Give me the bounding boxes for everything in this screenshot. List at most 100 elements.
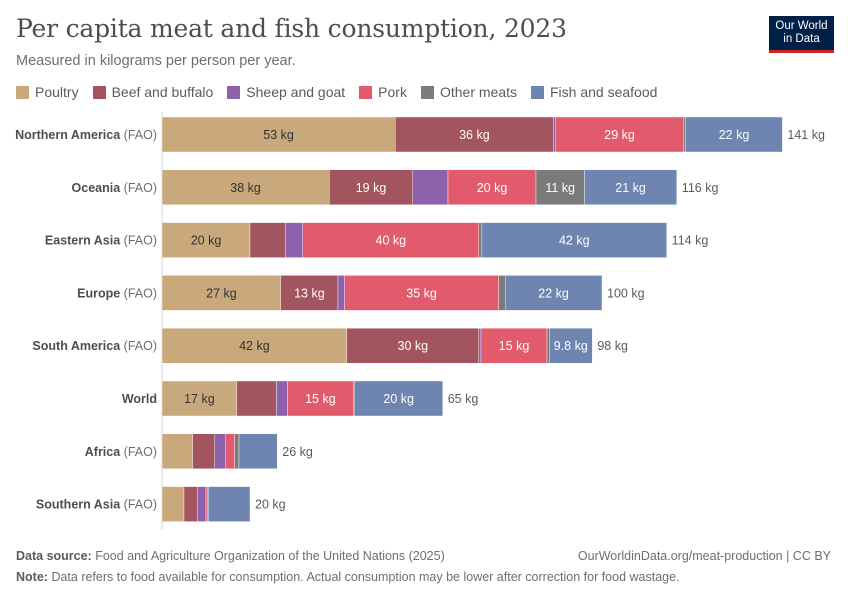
data-label-pork-south-america: 15 kg (499, 339, 530, 353)
data-label-poultry-northern-america: 53 kg (263, 128, 294, 142)
data-label-pork-world: 15 kg (305, 392, 336, 406)
logo-line-1: Our World (775, 20, 828, 32)
bar-sheep-and-goat-northern-america[interactable] (553, 116, 556, 153)
chart-subtitle: Measured in kilograms per person per yea… (16, 53, 296, 69)
bar-sheep-and-goat-oceania[interactable] (412, 169, 449, 206)
bar-pork-europe[interactable] (344, 275, 499, 311)
total-label-oceania: 116 kg (682, 181, 719, 195)
bar-pork-oceania[interactable] (447, 169, 537, 206)
bar-fish-and-seafood-oceania[interactable] (584, 169, 678, 206)
bar-poultry-world[interactable] (161, 380, 238, 417)
data-label-other-meats-oceania: 11 kg (545, 181, 575, 195)
chart-title: Per capita meat and fish consumption, 20… (16, 14, 567, 43)
note-text: Data refers to food available for consum… (51, 570, 680, 584)
legend-swatch (227, 85, 241, 99)
bar-sheep-and-goat-south-america[interactable] (478, 328, 482, 364)
data-label-fish-and-seafood-eastern-asia: 42 kg (559, 234, 590, 248)
bar-other-meats-africa[interactable] (234, 433, 240, 469)
data-label-pork-eastern-asia: 40 kg (376, 234, 407, 248)
bar-poultry-eastern-asia[interactable] (161, 222, 251, 258)
bar-beef-and-buffalo-oceania[interactable] (329, 169, 414, 206)
bar-pork-south-america[interactable] (480, 328, 548, 364)
bar-poultry-oceania[interactable] (161, 169, 330, 206)
category-label-southern-asia: Southern Asia (FAO) (36, 498, 157, 512)
legend-item-pork[interactable]: Pork (359, 84, 407, 100)
legend-item-other-meats[interactable]: Other meats (420, 84, 517, 100)
data-label-fish-and-seafood-oceania: 21 kg (615, 181, 646, 195)
bar-other-meats-south-america[interactable] (546, 328, 550, 364)
legend-item-fish-and-seafood[interactable]: Fish and seafood (531, 84, 657, 100)
bar-pork-eastern-asia[interactable] (302, 222, 479, 258)
bar-poultry-africa[interactable] (161, 433, 193, 469)
bar-pork-africa[interactable] (225, 433, 235, 469)
bar-poultry-northern-america[interactable] (161, 116, 396, 153)
data-label-beef-and-buffalo-south-america: 30 kg (398, 339, 429, 353)
bar-fish-and-seafood-northern-america[interactable] (685, 116, 783, 153)
total-label-eastern-asia: 114 kg (672, 234, 709, 248)
total-label-africa: 26 kg (282, 445, 313, 459)
data-label-fish-and-seafood-northern-america: 22 kg (719, 128, 750, 142)
bar-pork-world[interactable] (287, 380, 354, 417)
data-label-poultry-world: 17 kg (184, 392, 215, 406)
bar-other-meats-northern-america[interactable] (683, 116, 686, 153)
bar-pork-northern-america[interactable] (555, 116, 684, 153)
legend-swatch (531, 85, 544, 99)
legend-swatch (92, 85, 106, 99)
bar-fish-and-seafood-south-america[interactable] (549, 328, 593, 364)
legend-swatch (420, 85, 434, 99)
data-label-poultry-europe: 27 kg (206, 286, 237, 300)
category-label-europe: Europe (FAO) (77, 286, 157, 300)
total-label-southern-asia: 20 kg (255, 498, 286, 512)
owid-logo[interactable]: Our World in Data (769, 16, 834, 53)
data-label-beef-and-buffalo-oceania: 19 kg (356, 181, 387, 195)
legend-item-sheep-and-goat[interactable]: Sheep and goat (227, 84, 345, 100)
legend-swatch (359, 85, 373, 99)
data-label-pork-northern-america: 29 kg (604, 128, 635, 142)
bar-beef-and-buffalo-africa[interactable] (192, 433, 216, 469)
total-label-northern-america: 141 kg (787, 128, 825, 142)
legend-label: Beef and buffalo (111, 84, 214, 100)
note-label: Note: (16, 570, 48, 584)
legend-label: Sheep and goat (246, 84, 346, 100)
bar-sheep-and-goat-southern-asia[interactable] (196, 486, 207, 522)
bar-sheep-and-goat-eastern-asia[interactable] (285, 222, 304, 258)
bar-fish-and-seafood-southern-asia[interactable] (207, 486, 251, 522)
bar-other-meats-oceania[interactable] (535, 169, 585, 206)
bar-poultry-south-america[interactable] (161, 328, 348, 364)
data-label-pork-europe: 35 kg (406, 286, 437, 300)
note-line: Note: Data refers to food available for … (16, 570, 680, 584)
logo-line-2: in Data (783, 33, 820, 45)
bar-beef-and-buffalo-northern-america[interactable] (395, 116, 554, 153)
bar-beef-and-buffalo-world[interactable] (236, 380, 277, 417)
legend-item-beef-and-buffalo[interactable]: Beef and buffalo (92, 84, 214, 100)
legend-swatch (16, 85, 29, 99)
bar-beef-and-buffalo-southern-asia[interactable] (183, 486, 198, 522)
legend: Poultry Beef and buffalo Sheep and goat Por… (16, 84, 657, 100)
data-label-beef-and-buffalo-northern-america: 36 kg (459, 128, 490, 142)
data-label-beef-and-buffalo-europe: 13 kg (294, 286, 325, 300)
data-label-pork-oceania: 20 kg (477, 181, 508, 195)
bar-fish-and-seafood-world[interactable] (354, 380, 443, 417)
bar-sheep-and-goat-africa[interactable] (214, 433, 227, 469)
bar-other-meats-europe[interactable] (498, 275, 506, 311)
source-link[interactable]: OurWorldinData.org/meat-production | CC … (577, 549, 831, 563)
category-label-africa: Africa (FAO) (85, 445, 157, 459)
bar-fish-and-seafood-europe[interactable] (505, 275, 603, 311)
category-label-northern-america: Northern America (FAO) (15, 128, 157, 142)
legend-item-poultry[interactable]: Poultry (16, 84, 79, 100)
bar-other-meats-eastern-asia[interactable] (478, 222, 483, 258)
bar-beef-and-buffalo-eastern-asia[interactable] (249, 222, 286, 258)
bar-poultry-europe[interactable] (161, 275, 282, 311)
bar-poultry-southern-asia[interactable] (161, 486, 185, 522)
bar-fish-and-seafood-africa[interactable] (238, 433, 278, 469)
bar-beef-and-buffalo-europe[interactable] (280, 275, 339, 311)
data-source-text: Food and Agriculture Organization of the… (95, 549, 445, 563)
bar-sheep-and-goat-world[interactable] (276, 380, 288, 417)
legend-label: Fish and seafood (550, 84, 658, 100)
data-label-poultry-oceania: 38 kg (230, 181, 261, 195)
category-label-south-america: South America (FAO) (32, 339, 157, 353)
bar-sheep-and-goat-europe[interactable] (337, 275, 345, 311)
data-source-line: Data source: Food and Agriculture Organi… (16, 549, 445, 563)
bar-fish-and-seafood-eastern-asia[interactable] (481, 222, 667, 258)
